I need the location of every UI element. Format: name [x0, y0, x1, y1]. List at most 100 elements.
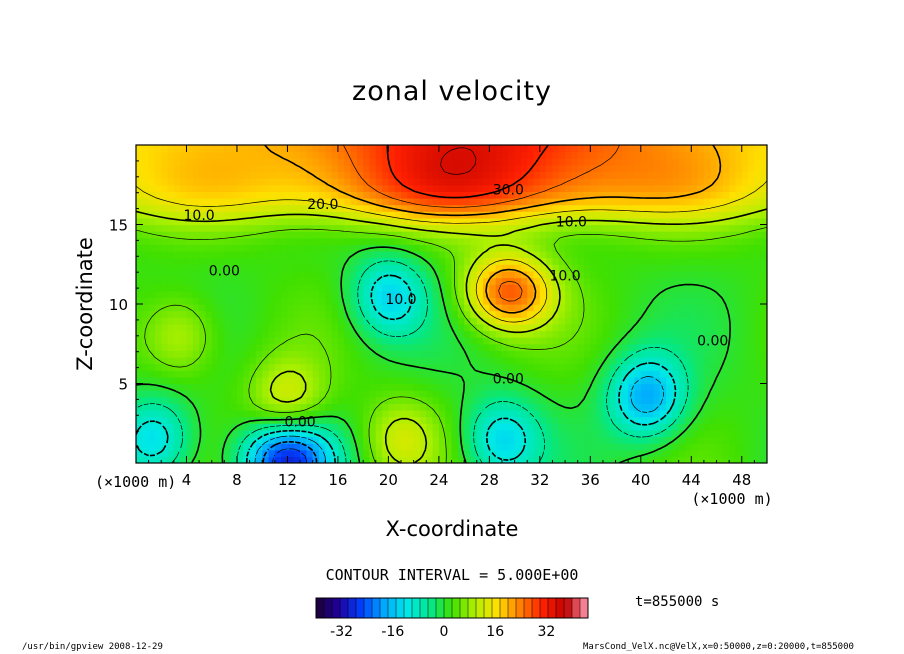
field-cell [678, 145, 686, 153]
field-cell [729, 204, 737, 212]
field-cell [394, 443, 402, 451]
field-cell [628, 376, 636, 385]
field-cell [438, 304, 446, 312]
field-cell [142, 297, 150, 305]
field-cell [558, 304, 566, 312]
field-cell [653, 151, 661, 159]
x-tick-label: 44 [682, 471, 701, 489]
field-cell [621, 158, 629, 166]
field-cell [697, 416, 705, 424]
field-cell [394, 237, 402, 245]
field-cell [205, 403, 213, 411]
field-cell [413, 158, 421, 166]
field-cell [464, 403, 472, 411]
field-cell [192, 257, 200, 265]
field-cell [199, 337, 207, 345]
field-cell [558, 184, 566, 192]
contour-label: 10.0 [184, 208, 215, 224]
field-cell [514, 317, 522, 325]
field-cell [142, 290, 150, 298]
field-cell [558, 178, 566, 186]
field-cell [609, 145, 617, 153]
field-cell [647, 151, 655, 159]
field-cell [401, 370, 408, 378]
field-cell [735, 251, 743, 259]
field-cell [678, 231, 686, 239]
field-cell [274, 363, 282, 371]
field-cell [224, 423, 232, 431]
field-cell [318, 264, 326, 272]
field-cell [438, 264, 446, 272]
field-cell [470, 237, 478, 245]
field-cell [268, 297, 276, 305]
field-cell [754, 456, 762, 463]
field-cell [401, 158, 408, 166]
field-cell [590, 264, 598, 272]
field-cell [148, 231, 156, 239]
field-cell [495, 423, 503, 431]
field-cell [306, 363, 314, 371]
field-cell [167, 277, 175, 285]
field-cell [401, 390, 408, 398]
field-cell [419, 376, 427, 385]
field-cell [470, 264, 478, 272]
field-cell [609, 310, 617, 318]
field-cell [142, 244, 150, 252]
contour-line [136, 260, 689, 463]
field-cell [154, 436, 162, 444]
field-cell [236, 429, 244, 438]
field-cell [615, 198, 623, 206]
field-cell [274, 257, 282, 265]
field-cell [148, 290, 156, 298]
field-cell [489, 290, 497, 298]
field-cell [243, 357, 251, 365]
field-cell [337, 363, 345, 371]
field-cell [729, 264, 737, 272]
field-cell [640, 443, 648, 451]
field-cell [666, 323, 673, 332]
field-cell [281, 257, 289, 265]
field-cell [382, 145, 389, 153]
field-cell [407, 403, 415, 411]
field-cell [672, 217, 680, 226]
field-cell [634, 231, 642, 239]
field-cell [293, 145, 301, 153]
field-cell [154, 323, 162, 332]
field-cell [218, 184, 225, 192]
field-cell [325, 224, 333, 232]
field-cell [432, 257, 440, 265]
field-cell [249, 304, 257, 312]
field-cell [312, 337, 320, 345]
field-cell [735, 436, 743, 444]
field-cell [306, 416, 314, 424]
field-cell [236, 244, 244, 252]
field-cell [136, 191, 143, 199]
field-cell [211, 337, 219, 345]
field-cell [710, 145, 718, 153]
field-cell [293, 429, 301, 438]
field-cell [476, 237, 484, 245]
field-cell [287, 436, 295, 444]
field-cell [331, 251, 339, 259]
field-cell [754, 257, 762, 265]
field-cell [584, 376, 591, 385]
field-cell [590, 224, 598, 232]
field-cell [729, 383, 737, 391]
field-cell [571, 363, 579, 371]
field-cell [394, 363, 402, 371]
field-cell [501, 449, 509, 457]
field-cell [186, 191, 194, 199]
field-cell [199, 270, 207, 279]
field-cell [634, 363, 642, 371]
field-cell [382, 330, 389, 338]
field-cell [508, 436, 516, 444]
field-cell [394, 284, 402, 292]
field-cell [659, 151, 667, 159]
field-cell [281, 184, 289, 192]
field-cell [508, 257, 516, 265]
field-cell [760, 164, 767, 173]
field-cell [445, 290, 453, 298]
field-cell [596, 304, 604, 312]
field-cell [344, 237, 352, 245]
field-cell [281, 231, 289, 239]
